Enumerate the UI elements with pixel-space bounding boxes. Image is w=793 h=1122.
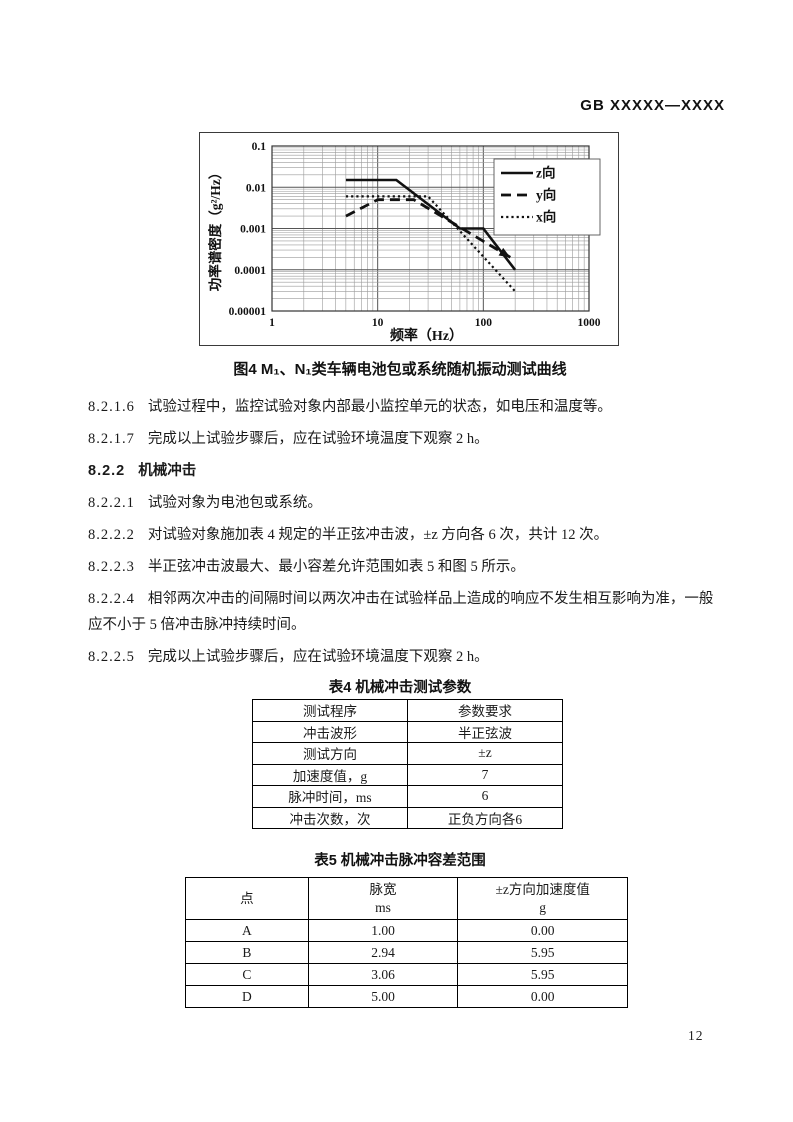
- table-header-cell: 点: [185, 877, 309, 920]
- column-unit: ms: [375, 899, 391, 915]
- clause-number: 8.2.2.3: [88, 559, 135, 575]
- table-cell: 0.00: [457, 919, 628, 942]
- clause-8.2.1.7: 8.2.1.7 完成以上试验步骤后，应在试验环境温度下观察 2 h。: [88, 426, 714, 452]
- table-cell: 7: [407, 763, 563, 786]
- clause-8.2.2.3: 8.2.2.3 半正弦冲击波最大、最小容差允许范围如表 5 和图 5 所示。: [88, 554, 714, 580]
- column-unit: g: [539, 899, 547, 915]
- table-header-cell: 脉宽 ms: [307, 877, 459, 920]
- clause-number: 8.2.2.5: [88, 649, 135, 665]
- clause-number: 8.2.1.7: [88, 431, 135, 447]
- table-cell: 测试方向: [252, 742, 408, 765]
- figure-4-chart-frame: 0.1 0.01 0.001 0.0001 0.00001 1 10 100 1000 频率（Hz…: [199, 132, 619, 346]
- table-row: C 3.06 5.95: [185, 963, 628, 986]
- table-row: 冲击次数，次 正负方向各6: [252, 806, 563, 829]
- table-cell: 3.06: [307, 963, 459, 986]
- table-row: 加速度值，g 7: [252, 763, 563, 786]
- x-tick-label: 1000: [578, 317, 601, 329]
- table-row: B 2.94 5.95: [185, 941, 628, 964]
- clause-text: 试验过程中，监控试验对象内部最小监控单元的状态，如电压和温度等。: [147, 399, 612, 415]
- table-cell: 5.95: [457, 963, 628, 986]
- clause-list: 8.2.1.6 试验过程中，监控试验对象内部最小监控单元的状态，如电压和温度等。 …: [88, 394, 714, 676]
- legend-label: x向: [536, 209, 556, 225]
- clause-number: 8.2.2: [88, 463, 126, 479]
- table-cell: 冲击次数，次: [252, 806, 408, 829]
- table-row: D 5.00 0.00: [185, 985, 628, 1008]
- column-label: 点: [240, 890, 254, 906]
- table-cell: 半正弦波: [407, 720, 563, 743]
- legend-box: [493, 158, 601, 236]
- clause-8.2.2.5: 8.2.2.5 完成以上试验步骤后，应在试验环境温度下观察 2 h。: [88, 644, 714, 670]
- table-4-mechanical-shock-parameters: 测试程序 参数要求 冲击波形 半正弦波 测试方向 ±z 加速度值，g 7 脉冲时…: [252, 699, 563, 829]
- table-header-row: 点 脉宽 ms ±z方向加速度值 g: [185, 877, 628, 920]
- clause-8.2.2.4: 8.2.2.4 相邻两次冲击的间隔时间以两次冲击在试验样品上造成的响应不发生相互影…: [88, 586, 714, 638]
- table-cell: ±z: [407, 742, 563, 765]
- series-z向: [345, 178, 517, 271]
- table-cell: C: [185, 963, 309, 986]
- clause-number: 8.2.2.2: [88, 527, 135, 543]
- clause-number: 8.2.1.6: [88, 399, 135, 415]
- table-cell: 0.00: [457, 985, 628, 1008]
- table-cell: 加速度值，g: [252, 763, 408, 786]
- figure-4-caption: 图4 M₁、N₁类车辆电池包或系统随机振动测试曲线: [233, 361, 567, 378]
- table-row: 测试程序 参数要求: [252, 699, 563, 722]
- table-header-cell: ±z方向加速度值 g: [457, 877, 628, 920]
- table-cell: A: [185, 919, 309, 942]
- clause-text: 完成以上试验步骤后，应在试验环境温度下观察 2 h。: [147, 649, 489, 665]
- clause-8.2.1.6: 8.2.1.6 试验过程中，监控试验对象内部最小监控单元的状态，如电压和温度等。: [88, 394, 714, 420]
- table-cell: 测试程序: [252, 699, 408, 722]
- table-cell: 5.00: [307, 985, 459, 1008]
- table-cell: 脉冲时间，ms: [252, 785, 408, 808]
- clause-text: 半正弦冲击波最大、最小容差允许范围如表 5 和图 5 所示。: [147, 559, 525, 575]
- table-cell: 正负方向各6: [407, 806, 563, 829]
- x-tick-label: 10: [372, 317, 384, 329]
- y-tick-label: 0.00001: [229, 306, 267, 318]
- column-label: 脉宽: [369, 881, 397, 897]
- table-row: A 1.00 0.00: [185, 919, 628, 942]
- table-5-title: 表5 机械冲击脉冲容差范围: [314, 853, 486, 869]
- y-tick-label: 0.0001: [234, 265, 266, 277]
- clause-text: 对试验对象施加表 4 规定的半正弦冲击波，±z 方向各 6 次，共计 12 次。: [147, 527, 609, 543]
- table-cell: 2.94: [307, 941, 459, 964]
- table-row: 冲击波形 半正弦波: [252, 720, 563, 743]
- table-cell: 冲击波形: [252, 720, 408, 743]
- table-4-title: 表4 机械冲击测试参数: [328, 680, 472, 696]
- series-y向: [345, 198, 512, 259]
- standard-number-header: GB XXXXX—XXXX: [580, 97, 725, 114]
- table-cell: 5.95: [457, 941, 628, 964]
- y-tick-label: 0.001: [240, 224, 266, 236]
- clause-number: 8.2.2.1: [88, 495, 135, 511]
- table-cell: B: [185, 941, 309, 964]
- page-number: 12: [688, 1028, 704, 1043]
- clause-number: 8.2.2.4: [88, 591, 135, 607]
- y-axis-title: 功率谱密度（g²/Hz）: [207, 166, 223, 292]
- x-tick-label: 100: [475, 317, 493, 329]
- series-x向: [345, 195, 516, 293]
- table-row: 测试方向 ±z: [252, 742, 563, 765]
- legend-label: y向: [536, 187, 556, 203]
- legend-label: z向: [536, 165, 556, 181]
- clause-text: 试验对象为电池包或系统。: [147, 495, 322, 511]
- y-tick-label: 0.1: [252, 141, 267, 153]
- table-cell: 6: [407, 785, 563, 808]
- table-row: 脉冲时间，ms 6: [252, 785, 563, 808]
- clause-text: 相邻两次冲击的间隔时间以两次冲击在试验样品上造成的响应不发生相互影响为准，一般应…: [88, 591, 714, 633]
- column-label: ±z方向加速度值: [495, 881, 590, 897]
- clause-8.2.2.2: 8.2.2.2 对试验对象施加表 4 规定的半正弦冲击波，±z 方向各 6 次，共…: [88, 522, 714, 548]
- series-end-arrow: [498, 247, 511, 258]
- clause-text: 完成以上试验步骤后，应在试验环境温度下观察 2 h。: [147, 431, 489, 447]
- table-cell: 1.00: [307, 919, 459, 942]
- table-cell: 参数要求: [407, 699, 563, 722]
- x-tick-label: 1: [269, 317, 275, 329]
- y-tick-label: 0.01: [246, 182, 266, 194]
- clause-8.2.2-heading: 8.2.2 机械冲击: [88, 458, 714, 484]
- clause-8.2.2.1: 8.2.2.1 试验对象为电池包或系统。: [88, 490, 714, 516]
- table-5-shock-pulse-tolerance: 点 脉宽 ms ±z方向加速度值 g A 1.00 0.00 B 2.94 5.95: [185, 877, 628, 1008]
- clause-text: 机械冲击: [138, 463, 197, 479]
- x-axis-title: 频率（Hz）: [390, 327, 463, 344]
- table-cell: D: [185, 985, 309, 1008]
